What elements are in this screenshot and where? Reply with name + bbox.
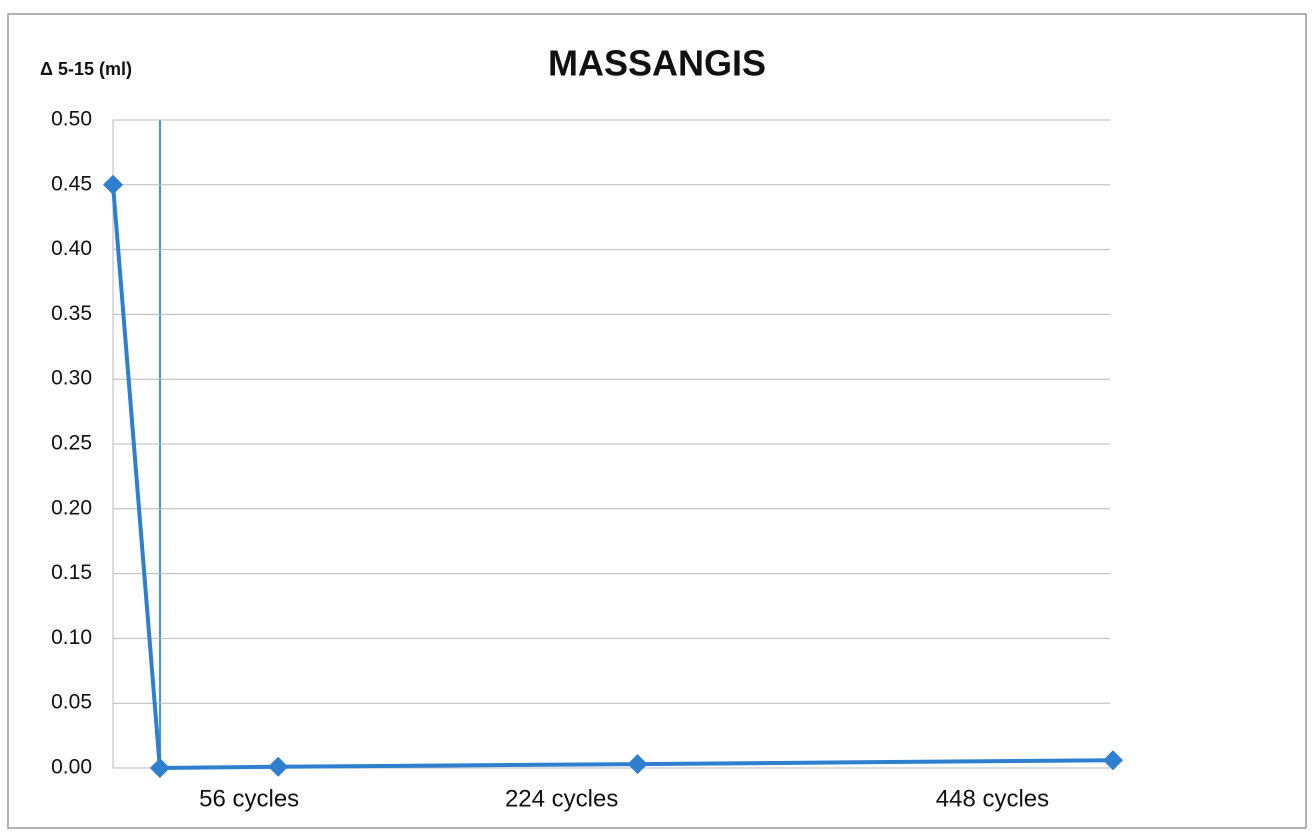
y-tick-label: 0.10 [51, 626, 92, 649]
marker [268, 756, 289, 777]
marker [1103, 750, 1123, 771]
y-tick-label: 0.15 [51, 561, 92, 584]
y-tick-label: 0.05 [51, 691, 92, 714]
y-tick-label: 0.35 [51, 302, 92, 325]
y-tick-label: 0.30 [51, 367, 92, 390]
y-axis-label: Δ 5-15 (ml) [40, 59, 132, 79]
marker [627, 754, 648, 775]
x-tick-label: 56 cycles [199, 785, 299, 812]
chart-border [7, 13, 1307, 829]
y-tick-label: 0.20 [51, 496, 92, 519]
y-tick-label: 0.25 [51, 432, 92, 455]
y-tick-label: 0.00 [51, 756, 92, 779]
y-tick-label: 0.40 [51, 237, 92, 260]
x-tick-label: 448 cycles [936, 785, 1049, 812]
marker [103, 174, 123, 195]
marker [149, 758, 170, 778]
chart-title: MASSANGIS [548, 43, 766, 84]
y-tick-label: 0.45 [51, 172, 92, 195]
y-tick-label: 0.50 [51, 108, 92, 131]
x-tick-label: 224 cycles [505, 785, 618, 812]
